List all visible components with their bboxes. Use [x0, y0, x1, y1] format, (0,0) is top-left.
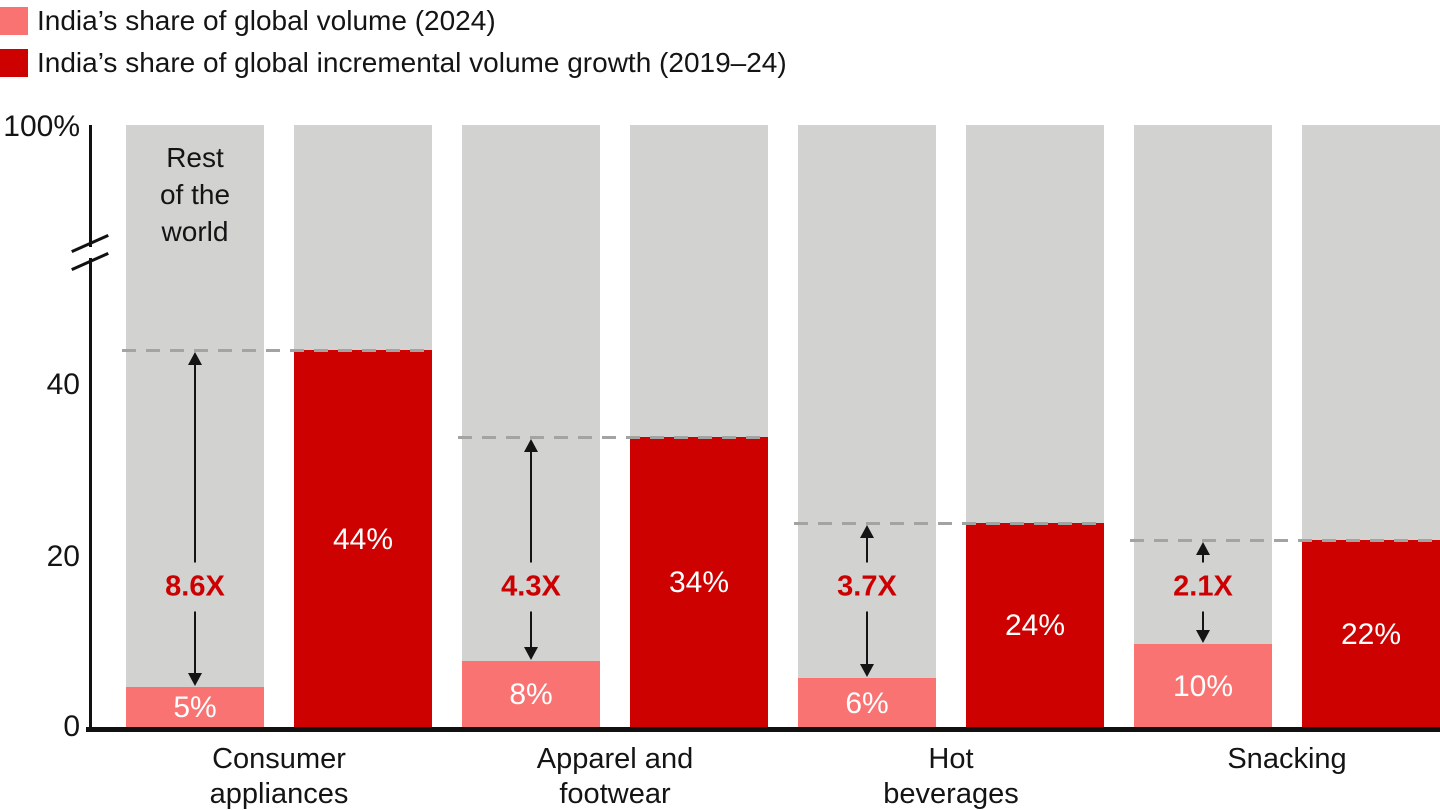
multiplier-label: 4.3X: [497, 562, 565, 612]
y-tick-0: 0: [63, 710, 80, 743]
volume-value-label: 6%: [845, 687, 889, 721]
growth-share-bar: [294, 350, 432, 730]
category-label-line: footwear: [559, 778, 671, 810]
arrow-down-icon: [860, 664, 874, 678]
category-label-line: Snacking: [1227, 743, 1347, 775]
multiplier-label: 2.1X: [1169, 562, 1237, 612]
category-label-line: beverages: [883, 778, 1019, 810]
legend: India’s share of global volume (2024) In…: [0, 6, 787, 90]
arrow-up-icon: [524, 438, 538, 452]
legend-item-volume: India’s share of global volume (2024): [0, 6, 787, 36]
volume-share-bar: [462, 660, 600, 730]
arrow-up-icon: [860, 524, 874, 538]
category-label-line: Hot: [928, 743, 974, 775]
x-axis-line: [86, 727, 1440, 732]
arrow-up-icon: [188, 352, 202, 366]
volume-value-label: 8%: [509, 678, 553, 712]
category-label-line: Apparel and: [536, 743, 694, 775]
growth-value-label: 34%: [668, 566, 730, 600]
multiplier-label: 8.6X: [161, 562, 229, 612]
arrow-up-icon: [1196, 542, 1210, 556]
growth-share-bar: [966, 522, 1104, 730]
arrow-down-icon: [524, 646, 538, 660]
volume-share-bar: [1134, 643, 1272, 730]
legend-label-growth: India’s share of global incremental volu…: [37, 47, 787, 78]
y-tick-20: 20: [46, 540, 80, 573]
reference-dashed-line: [1130, 539, 1440, 543]
y-axis-line: [89, 125, 92, 728]
arrow-down-icon: [1196, 629, 1210, 643]
rest-of-world-label-line: Rest: [166, 142, 224, 173]
y-tick-100: 100%: [3, 110, 80, 143]
multiplier-arrow: [194, 362, 196, 676]
reference-dashed-line: [794, 521, 1104, 525]
category-label-line: Consumer: [212, 743, 346, 775]
y-axis-break-gap: [85, 247, 96, 258]
y-tick-40: 40: [46, 368, 80, 401]
legend-swatch-volume-icon: [0, 7, 28, 35]
arrow-down-icon: [188, 672, 202, 686]
category-label: Hot beverages: [781, 742, 1121, 810]
category-label: Snacking: [1117, 742, 1440, 777]
growth-share-bar: [630, 436, 768, 730]
category-label: Consumer appliances: [109, 742, 449, 810]
rest-of-world-label-line: world: [161, 216, 229, 247]
growth-value-label: 44%: [332, 523, 394, 557]
rest-of-world-label: Rest of the world: [126, 125, 264, 250]
growth-value-label: 22%: [1340, 618, 1402, 652]
multiplier-label: 3.7X: [833, 562, 901, 612]
volume-share-bar: [798, 678, 936, 730]
category-label-line: appliances: [209, 778, 349, 810]
multiplier-arrow: [530, 448, 532, 650]
legend-item-growth: India’s share of global incremental volu…: [0, 48, 787, 78]
category-label: Apparel and footwear: [445, 742, 785, 810]
reference-dashed-line: [122, 349, 432, 353]
rest-of-world-label-line: of the: [159, 179, 231, 210]
growth-share-bar: [1302, 540, 1440, 730]
growth-value-label: 24%: [1004, 609, 1066, 643]
legend-swatch-growth-icon: [0, 49, 28, 77]
volume-share-bar: [126, 686, 264, 730]
reference-dashed-line: [458, 435, 768, 439]
legend-label-volume: India’s share of global volume (2024): [37, 5, 496, 36]
volume-value-label: 5%: [173, 691, 217, 725]
volume-value-label: 10%: [1172, 669, 1234, 703]
